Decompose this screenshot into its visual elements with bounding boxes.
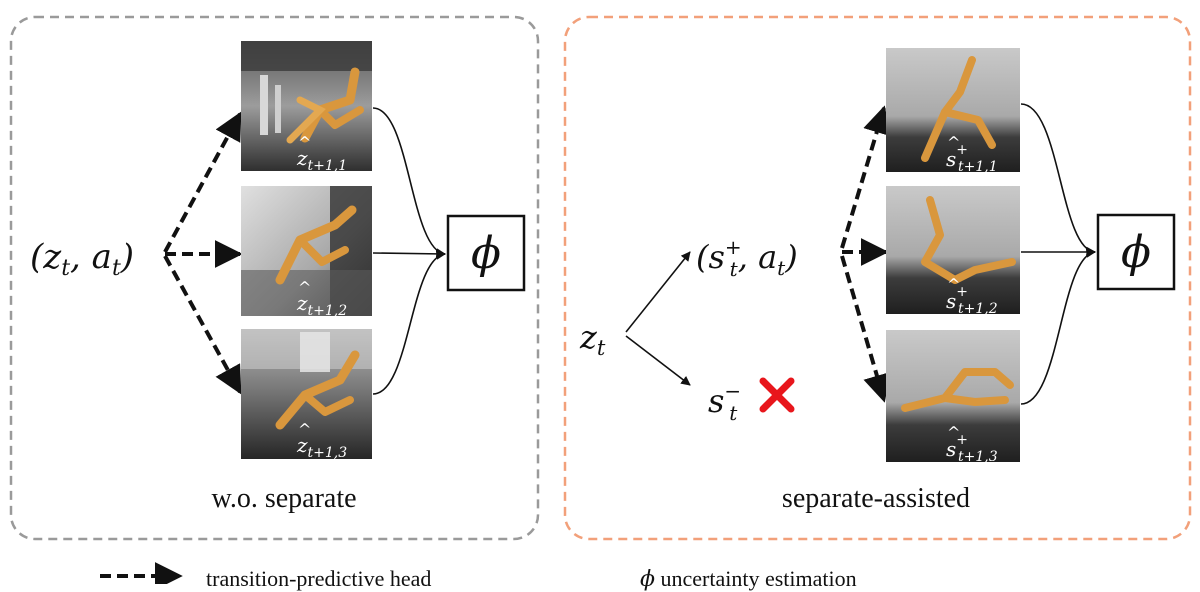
- right-thumb-1: s+ t+1,1: [886, 48, 1020, 175]
- legend-phi-symbol: ϕ: [640, 567, 655, 592]
- svg-text:^: ^: [298, 420, 311, 439]
- right-z-label: zt: [579, 318, 606, 360]
- svg-text:^: ^: [947, 275, 960, 294]
- svg-text:^: ^: [947, 133, 960, 152]
- fork-arrow-up: [625, 251, 691, 333]
- left-thumb-3: zt+1,3: [241, 329, 372, 461]
- left-curve-2: [372, 249, 446, 259]
- left-caption: w.o. separate: [211, 483, 356, 514]
- right-panel: [563, 15, 1192, 541]
- discard-cross-icon: [759, 377, 795, 413]
- right-plus-pair: (s+ t, at): [696, 235, 798, 281]
- svg-text:^: ^: [298, 278, 311, 297]
- right-caption: separate-assisted: [782, 483, 970, 514]
- right-phi-box: [1096, 213, 1176, 291]
- svg-text:^: ^: [298, 133, 311, 152]
- right-thumb-2: s+ t+1,2: [886, 186, 1020, 317]
- right-dashed-arrow-3: [840, 255, 891, 403]
- left-dashed-arrow-1: [163, 111, 242, 253]
- legend-phi-label: uncertainty estimation: [660, 566, 857, 591]
- left-phi-symbol: ϕ: [471, 228, 501, 279]
- left-phi-box: [446, 214, 526, 292]
- right-curve-3: [1020, 248, 1096, 405]
- right-curve-1: [1020, 103, 1096, 257]
- left-thumb-2: zt+1,2: [241, 186, 372, 319]
- right-phi-symbol: ϕ: [1121, 227, 1151, 278]
- left-curve-1: [372, 107, 446, 258]
- right-minus-state: s− t: [708, 379, 741, 425]
- legend-arrow-label: transition-predictive head: [206, 566, 432, 591]
- left-panel: [9, 15, 540, 541]
- fork-arrow-down: [625, 335, 691, 386]
- left-thumb-1: zt+1,1: [241, 41, 372, 174]
- right-thumb-3: s+ t+1,3: [886, 330, 1020, 465]
- left-dashed-arrow-3: [163, 255, 242, 395]
- legend-phi-entry: ϕ uncertainty estimation: [640, 566, 857, 592]
- svg-text:^: ^: [947, 423, 960, 442]
- right-dashed-arrow-1: [840, 105, 891, 249]
- left-input-label: ) (zt, at): [30, 237, 134, 281]
- left-curve-3: [372, 250, 446, 395]
